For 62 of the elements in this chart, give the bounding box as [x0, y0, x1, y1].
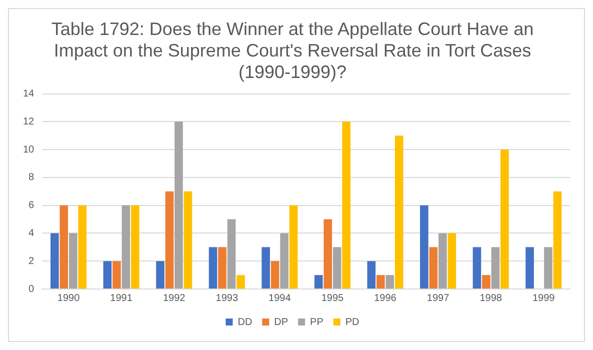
bar — [367, 261, 376, 288]
bar — [553, 191, 562, 288]
x-tick-label: 1991 — [110, 292, 133, 304]
bar — [342, 122, 350, 288]
x-tick-label: 1995 — [321, 292, 344, 304]
x-tick-label: 1998 — [480, 292, 502, 304]
bar — [208, 247, 218, 288]
bar — [60, 205, 68, 288]
y-tick-label: 6 — [28, 200, 35, 212]
x-tick-label: 1997 — [426, 292, 450, 304]
bar — [420, 205, 428, 288]
x-tick-label: 1999 — [532, 292, 556, 304]
bar — [394, 136, 404, 288]
bar — [184, 191, 192, 288]
chart-title: Table 1792: Does the Winner at the Appellate Court Have an Impact on the Supreme Court's Reversal Rate in Tort Cases (1990-1999)? — [51, 18, 534, 82]
bar — [472, 247, 482, 288]
bar — [482, 275, 490, 288]
bar — [544, 247, 552, 288]
x-tick-label: 1996 — [374, 292, 397, 304]
bar — [218, 247, 226, 288]
bar — [491, 247, 500, 288]
bar — [156, 261, 164, 288]
x-tick-label: 1992 — [162, 292, 186, 304]
y-tick-label: 10 — [23, 144, 35, 156]
y-tick-label: 14 — [23, 88, 35, 100]
bar — [78, 205, 87, 288]
bar — [314, 275, 323, 288]
bar — [332, 247, 342, 288]
y-tick-label: 12 — [23, 116, 35, 128]
y-tick-label: 4 — [28, 228, 35, 239]
y-tick-label: 2 — [28, 256, 35, 267]
bar — [270, 261, 280, 288]
bar — [236, 275, 245, 288]
legend-label: PD — [345, 316, 360, 328]
bar — [227, 219, 236, 288]
bar — [174, 122, 183, 288]
x-tick-label: 1990 — [57, 292, 80, 304]
legend-label: DP — [274, 316, 288, 328]
bar — [429, 247, 438, 288]
legend-label: PP — [310, 316, 324, 328]
legend-label: DD — [238, 316, 252, 328]
bar — [262, 247, 270, 288]
bar — [131, 205, 140, 288]
bar — [289, 205, 298, 288]
bar — [50, 233, 59, 288]
bar — [500, 150, 509, 288]
bar — [68, 233, 78, 288]
bar — [112, 261, 121, 288]
bar — [103, 261, 112, 288]
bar — [165, 191, 174, 288]
bar — [386, 275, 394, 288]
y-tick-label: 0 — [28, 284, 35, 295]
bar — [438, 233, 447, 288]
bar — [324, 219, 332, 288]
bar — [122, 205, 130, 288]
bar — [376, 275, 385, 288]
bar — [280, 233, 288, 288]
bar — [526, 247, 534, 288]
y-tick-label: 8 — [28, 172, 35, 184]
x-tick-label: 1994 — [268, 292, 292, 304]
bar — [448, 233, 456, 288]
x-tick-label: 1993 — [216, 292, 238, 304]
